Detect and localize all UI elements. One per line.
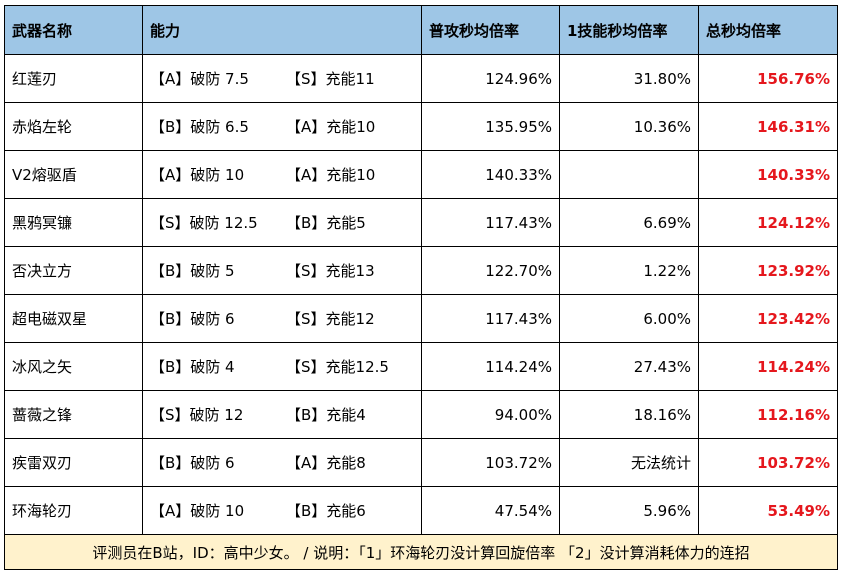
- table-row: 疾雷双刃 【B】破防 6 【A】充能8 103.72% 无法统计 103.72%: [4, 438, 838, 487]
- skill-rate: 18.16%: [559, 390, 699, 439]
- weapon-name: 否决立方: [4, 246, 143, 295]
- weapon-name: 红莲刃: [4, 54, 143, 103]
- table-row: 红莲刃 【A】破防 7.5 【S】充能11 124.96% 31.80% 156.…: [4, 54, 838, 103]
- header-ability: 能力: [142, 5, 422, 55]
- ability-break: 【B】破防 5: [150, 262, 235, 280]
- weapon-ability: 【S】破防 12.5 【B】充能5: [142, 198, 422, 247]
- weapon-ability: 【S】破防 12 【B】充能4: [142, 390, 422, 439]
- ability-charge: 【S】充能12.5: [286, 358, 389, 376]
- table-row: V2熔驱盾 【A】破防 10 【A】充能10 140.33% 140.33%: [4, 150, 838, 199]
- table-row: 蔷薇之锋 【S】破防 12 【B】充能4 94.00% 18.16% 112.16…: [4, 390, 838, 439]
- ability-break: 【S】破防 12: [150, 406, 244, 424]
- weapon-ability: 【B】破防 5 【S】充能13: [142, 246, 422, 295]
- total-rate: 156.76%: [698, 54, 838, 103]
- normal-rate: 122.70%: [421, 246, 560, 295]
- weapon-name: 超电磁双星: [4, 294, 143, 343]
- skill-rate: 10.36%: [559, 102, 699, 151]
- skill-rate: [559, 150, 699, 199]
- ability-charge: 【B】充能6: [286, 502, 366, 520]
- total-rate: 146.31%: [698, 102, 838, 151]
- table-header-row: 武器名称 能力 普攻秒均倍率 1技能秒均倍率 总秒均倍率: [4, 5, 838, 55]
- table-row: 冰风之矢 【B】破防 4 【S】充能12.5 114.24% 27.43% 114…: [4, 342, 838, 391]
- ability-charge: 【B】充能4: [286, 406, 366, 424]
- ability-break: 【A】破防 10: [150, 166, 245, 184]
- ability-charge: 【A】充能10: [286, 166, 376, 184]
- normal-rate: 94.00%: [421, 390, 560, 439]
- total-rate: 123.42%: [698, 294, 838, 343]
- total-rate: 114.24%: [698, 342, 838, 391]
- normal-rate: 114.24%: [421, 342, 560, 391]
- header-total-rate: 总秒均倍率: [698, 5, 838, 55]
- ability-charge: 【A】充能8: [286, 454, 366, 472]
- ability-break: 【A】破防 7.5: [150, 70, 249, 88]
- weapon-ability: 【B】破防 6.5 【A】充能10: [142, 102, 422, 151]
- skill-rate: 6.69%: [559, 198, 699, 247]
- weapon-name: 黑鸦冥镰: [4, 198, 143, 247]
- total-rate: 103.72%: [698, 438, 838, 487]
- weapon-name: 环海轮刃: [4, 486, 143, 535]
- weapon-name: 赤焰左轮: [4, 102, 143, 151]
- total-rate: 112.16%: [698, 390, 838, 439]
- skill-rate: 6.00%: [559, 294, 699, 343]
- weapon-ability: 【A】破防 10 【B】充能6: [142, 486, 422, 535]
- ability-charge: 【B】充能5: [286, 214, 366, 232]
- ability-charge: 【S】充能11: [286, 70, 375, 88]
- ability-break: 【B】破防 4: [150, 358, 235, 376]
- table-row: 环海轮刃 【A】破防 10 【B】充能6 47.54% 5.96% 53.49%: [4, 486, 838, 535]
- weapon-table-container: 武器名称 能力 普攻秒均倍率 1技能秒均倍率 总秒均倍率 红莲刃 【A】破防 7…: [4, 5, 838, 570]
- ability-charge: 【S】充能12: [286, 310, 375, 328]
- normal-rate: 117.43%: [421, 294, 560, 343]
- weapon-ability: 【B】破防 6 【S】充能12: [142, 294, 422, 343]
- weapon-name: V2熔驱盾: [4, 150, 143, 199]
- weapon-ability: 【A】破防 10 【A】充能10: [142, 150, 422, 199]
- skill-rate: 31.80%: [559, 54, 699, 103]
- normal-rate: 140.33%: [421, 150, 560, 199]
- footer-note: 评测员在B站，ID：高中少女。 / 说明：「1」环海轮刃没计算回旋倍率 「2」没…: [4, 534, 838, 570]
- ability-charge: 【S】充能13: [286, 262, 375, 280]
- table-row: 否决立方 【B】破防 5 【S】充能13 122.70% 1.22% 123.92…: [4, 246, 838, 295]
- weapon-ability: 【B】破防 4 【S】充能12.5: [142, 342, 422, 391]
- ability-break: 【B】破防 6: [150, 310, 235, 328]
- total-rate: 140.33%: [698, 150, 838, 199]
- weapon-stats-table: 武器名称 能力 普攻秒均倍率 1技能秒均倍率 总秒均倍率 红莲刃 【A】破防 7…: [4, 5, 838, 570]
- header-normal-rate: 普攻秒均倍率: [421, 5, 560, 55]
- header-skill-rate: 1技能秒均倍率: [559, 5, 699, 55]
- normal-rate: 103.72%: [421, 438, 560, 487]
- table-row: 超电磁双星 【B】破防 6 【S】充能12 117.43% 6.00% 123.4…: [4, 294, 838, 343]
- skill-rate: 无法统计: [559, 438, 699, 487]
- ability-break: 【B】破防 6.5: [150, 118, 249, 136]
- normal-rate: 47.54%: [421, 486, 560, 535]
- normal-rate: 135.95%: [421, 102, 560, 151]
- weapon-ability: 【B】破防 6 【A】充能8: [142, 438, 422, 487]
- ability-break: 【A】破防 10: [150, 502, 245, 520]
- total-rate: 53.49%: [698, 486, 838, 535]
- total-rate: 124.12%: [698, 198, 838, 247]
- weapon-name: 疾雷双刃: [4, 438, 143, 487]
- header-weapon-name: 武器名称: [4, 5, 143, 55]
- footer-row: 评测员在B站，ID：高中少女。 / 说明：「1」环海轮刃没计算回旋倍率 「2」没…: [4, 534, 838, 570]
- weapon-ability: 【A】破防 7.5 【S】充能11: [142, 54, 422, 103]
- table-row: 赤焰左轮 【B】破防 6.5 【A】充能10 135.95% 10.36% 146…: [4, 102, 838, 151]
- skill-rate: 5.96%: [559, 486, 699, 535]
- skill-rate: 27.43%: [559, 342, 699, 391]
- ability-break: 【B】破防 6: [150, 454, 235, 472]
- total-rate: 123.92%: [698, 246, 838, 295]
- normal-rate: 117.43%: [421, 198, 560, 247]
- weapon-name: 蔷薇之锋: [4, 390, 143, 439]
- skill-rate: 1.22%: [559, 246, 699, 295]
- ability-charge: 【A】充能10: [286, 118, 376, 136]
- weapon-name: 冰风之矢: [4, 342, 143, 391]
- normal-rate: 124.96%: [421, 54, 560, 103]
- ability-break: 【S】破防 12.5: [150, 214, 258, 232]
- table-row: 黑鸦冥镰 【S】破防 12.5 【B】充能5 117.43% 6.69% 124.…: [4, 198, 838, 247]
